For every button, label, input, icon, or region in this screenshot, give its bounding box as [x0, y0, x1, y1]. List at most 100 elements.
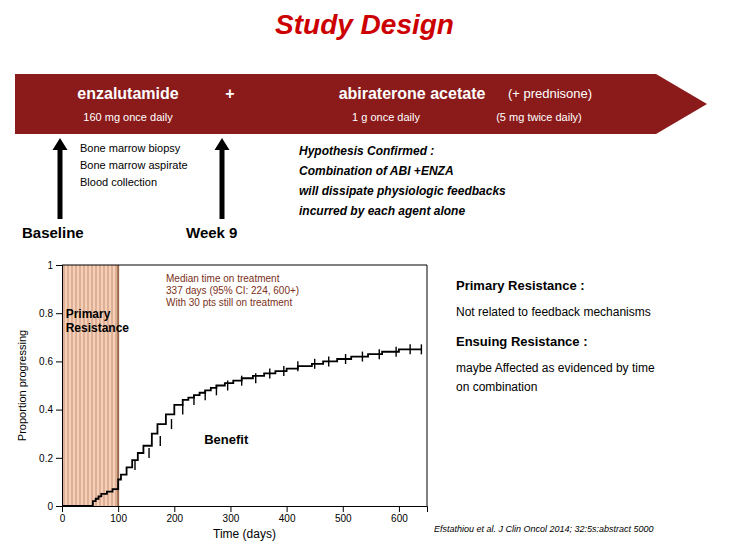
y-tick-label: 0.6 [39, 356, 53, 367]
up-arrow [53, 138, 68, 219]
note-text-line: maybe Affected as evidenced by time [456, 361, 655, 375]
y-axis-label: Proportion progressing [16, 330, 28, 441]
hypothesis-text-line: incurred by each agent alone [299, 204, 465, 218]
y-tick: 0.2 [39, 453, 62, 464]
hypothesis-text-line: Hypothesis Confirmed : [299, 144, 434, 158]
x-tick-label: 100 [110, 513, 127, 524]
x-tick-mark [343, 506, 344, 512]
plot-area: 0 100 200 300 400 500 600 0 0.2 0.4 0.6 0.8 1 Time (d… [16, 260, 428, 541]
annotation: Median time on treatment337 days (95% CI… [166, 273, 299, 308]
x-tick-mark [174, 506, 175, 512]
y-tick-mark [56, 506, 62, 507]
treatment-arrow [15, 74, 707, 134]
biopsy-text: Bone marrow biopsyBone marrow aspirateBl… [80, 142, 188, 188]
y-tick-label: 0.2 [39, 453, 53, 464]
censor-mark [227, 381, 228, 391]
y-tick-label: 0 [47, 501, 53, 512]
y-tick-mark [56, 361, 62, 362]
y-tick: 0.6 [39, 356, 62, 367]
title: Study Design [275, 9, 454, 40]
note-text: Not related to feedback mechanisms [456, 305, 651, 319]
censor-mark [193, 395, 194, 405]
x-tick-label: 400 [279, 513, 296, 524]
annotation-line: With 30 pts still on treatment [166, 297, 292, 308]
y-tick: 0.8 [39, 308, 62, 319]
x-tick: 0 [60, 506, 66, 524]
x-tick-mark [118, 506, 119, 512]
annotation: PrimaryResistance [66, 307, 130, 335]
censor-mark [345, 354, 346, 364]
km-curve [62, 349, 421, 506]
x-tick-label: 200 [166, 513, 183, 524]
x-tick: 600 [391, 506, 408, 524]
timepoint-label: Baseline [22, 224, 84, 241]
x-tick-label: 0 [60, 513, 66, 524]
x-tick-label: 500 [335, 513, 352, 524]
censor-mark [421, 344, 422, 354]
x-tick: 200 [166, 506, 183, 524]
annotation-line: Primary [66, 307, 111, 321]
citation: Efstathiou et al. J Clin Oncol 2014; 32:… [434, 524, 654, 534]
note-text-line: Not related to feedback mechanisms [456, 305, 651, 319]
x-tick-mark [230, 506, 231, 512]
x-tick-label: 600 [391, 513, 408, 524]
note-heading: Ensuing Resistance : [456, 334, 587, 349]
y-tick-mark [56, 410, 62, 411]
annotations: PrimaryResistanceBenefitMedian time on t… [66, 273, 300, 447]
annotation-line: 337 days (95% CI: 224, 600+) [166, 285, 299, 296]
x-axis-label: Time (days) [213, 527, 276, 541]
censor-mark [204, 390, 205, 400]
y-tick-label: 0.4 [39, 404, 53, 415]
y-axis: 0 0.2 0.4 0.6 0.8 1 [39, 260, 62, 512]
biopsy-text-line: Bone marrow biopsy [80, 142, 181, 154]
y-tick-mark [56, 458, 62, 459]
censor-mark [314, 359, 315, 369]
censor-mark [395, 347, 396, 357]
up-arrow [215, 138, 230, 219]
censor-mark [328, 356, 329, 366]
censor-mark [255, 373, 256, 383]
censor-mark [362, 352, 363, 362]
chart: Study Design enzalutamide + abiraterone ace… [0, 0, 729, 547]
x-tick-mark [287, 506, 288, 512]
annotation-line: Resistance [66, 321, 130, 335]
y-tick-mark [56, 265, 62, 266]
x-tick: 100 [110, 506, 127, 524]
plot-frame [427, 265, 428, 506]
note-text: maybe Affected as evidenced by time on co… [456, 361, 655, 394]
drug-label: enzalutamide [77, 85, 178, 102]
plot-frame [62, 265, 427, 266]
dose-label: 160 mg once daily [83, 111, 173, 123]
censor-mark [241, 376, 242, 386]
y-tick-mark [56, 313, 62, 314]
marks [62, 265, 421, 506]
drug-label: abiraterone acetate [339, 85, 486, 102]
censor-mark [269, 368, 270, 378]
hypothesis-text: Hypothesis Confirmed : Combination of ABI… [299, 144, 506, 218]
hypothesis-text-line: Combination of ABI +ENZA [299, 164, 454, 178]
y-tick: 1 [47, 260, 62, 271]
band-edge [117, 265, 119, 506]
hypothesis-text-line: will dissipate physiologic feedbacks [299, 184, 506, 198]
y-tick-label: 1 [47, 260, 53, 271]
censor-mark [160, 436, 161, 446]
drug-label: (+ prednisone) [508, 86, 592, 101]
note-heading: Primary Resistance : [456, 278, 585, 293]
timepoint-label: Week 9 [186, 224, 237, 241]
dose-label: 1 g once daily [352, 111, 420, 123]
y-tick: 0.4 [39, 404, 62, 415]
shaded-band [62, 265, 118, 506]
y-tick-label: 0.8 [39, 308, 53, 319]
x-axis: 0 100 200 300 400 500 600 [60, 506, 428, 524]
y-axis-line [56, 266, 63, 507]
biopsy-text-line: Bone marrow aspirate [80, 159, 188, 171]
censor-mark [409, 344, 410, 354]
drug-label: + [225, 85, 234, 102]
censor-mark [182, 405, 183, 415]
censor-mark [171, 419, 172, 429]
censor-mark [297, 361, 298, 371]
x-tick-label: 300 [223, 513, 240, 524]
dose-label: (5 mg twice daily) [496, 111, 582, 123]
censor-mark [148, 448, 149, 458]
note-text-line: on combination [456, 380, 537, 394]
